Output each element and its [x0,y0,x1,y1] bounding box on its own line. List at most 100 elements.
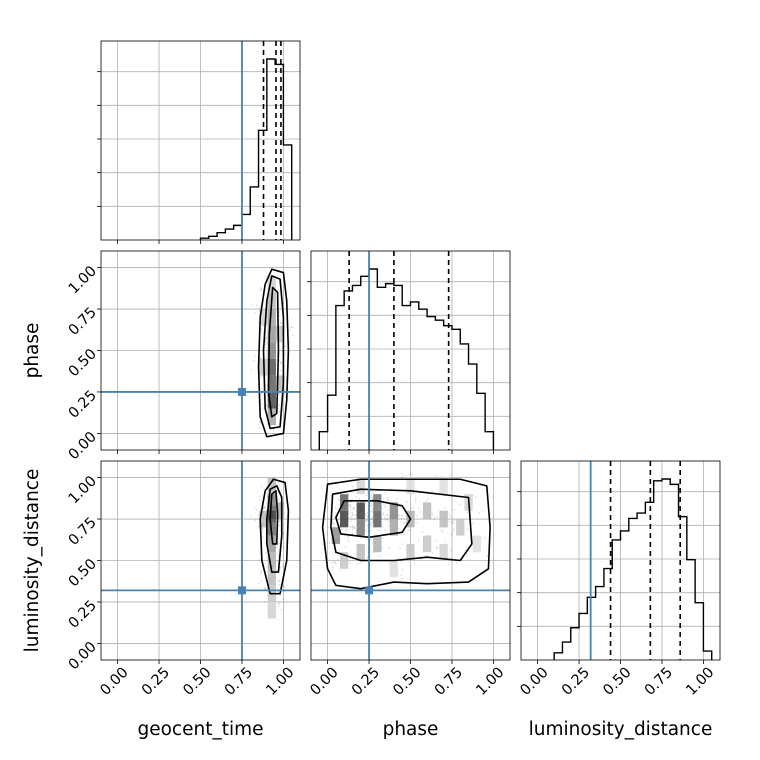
sample-point [401,515,404,518]
sample-point [249,515,252,518]
marginal-panel-geocent_time [101,41,300,240]
sample-point [347,535,350,538]
density-cell [439,510,448,528]
sample-point [467,528,469,531]
sample-point [290,326,293,329]
density-cell [267,601,276,619]
sample-point [435,539,438,542]
sample-point [265,338,267,341]
sample-point [453,519,455,521]
density-cell [356,502,365,520]
sample-point [277,544,280,547]
sample-point [351,526,354,528]
sample-point [431,514,434,517]
sample-point [330,561,333,564]
sample-point [272,428,275,431]
y-tick-label: 0.75 [66,305,100,339]
sample-point [291,334,294,337]
density-cell [340,510,349,528]
sample-point [279,321,282,324]
sample-point [351,485,354,488]
sample-point [347,536,350,539]
x-tick-label: 0.25 [349,665,383,699]
x-tick-label: 0.50 [390,665,424,699]
sample-point [383,516,386,519]
sample-point [385,531,388,534]
sample-point [278,524,281,527]
sample-point [257,525,260,528]
sample-point [385,513,388,516]
sample-point [250,368,253,371]
sample-point [355,496,357,499]
sample-point [351,532,354,535]
density-cell [267,535,276,553]
sample-point [465,546,467,549]
sample-point [258,495,261,498]
sample-point [355,514,357,517]
sample-point [365,530,367,532]
x-tick-label: 0.50 [600,665,634,699]
sample-point [265,404,268,407]
contour-outer [257,268,290,438]
sample-point [262,536,264,539]
sample-point [285,515,288,517]
contour-middle [266,485,283,573]
sample-point [444,540,447,542]
sample-point [283,393,286,396]
sample-point [265,341,268,344]
sample-point [418,539,420,542]
sample-point [458,503,461,506]
sample-point [400,517,403,520]
sample-point [328,541,331,544]
density-cell [267,477,276,495]
density-cell [267,325,276,343]
sample-point [353,507,356,510]
sample-point [254,355,257,358]
sample-point [351,513,354,516]
sample-point [397,533,400,536]
contour-inner [269,490,279,545]
sample-point [260,580,263,583]
sample-point [259,344,262,347]
density-cell [340,552,349,569]
sample-point [383,503,386,506]
contour-middle [330,488,473,562]
sample-point [277,602,280,604]
x-tick-label: 1.00 [473,665,507,699]
sample-point [284,345,287,348]
sample-point [279,322,282,325]
sample-point [407,529,410,531]
sample-point [486,555,489,558]
sample-point [282,585,285,588]
contour-inner [267,286,280,418]
sample-point [366,557,369,560]
histogram-step-luminosity_distance [553,478,713,660]
sample-point [278,404,281,406]
sample-point [263,505,266,508]
sample-point [278,605,280,608]
sample-point [399,547,402,550]
sample-point [370,504,373,507]
sample-point [350,515,353,518]
sample-point [348,505,351,508]
sample-point [435,515,438,518]
sample-point [264,587,266,590]
sample-point [365,519,368,521]
sample-point [353,526,356,529]
sample-point [265,336,267,339]
y-tick-label: 0.25 [66,388,100,422]
sample-point [263,601,266,603]
sample-point [258,498,261,501]
histogram-step-phase [318,268,495,450]
sample-point [425,500,428,503]
sample-point [284,403,286,405]
x-axis-label-phase: phase [383,719,439,740]
sample-point [421,531,424,533]
x-tick-label: 0.00 [308,665,342,699]
sample-point [326,534,329,536]
sample-point [282,531,285,534]
sample-point [283,388,286,391]
sample-point [471,522,474,525]
sample-point [277,491,279,494]
density-cell [456,519,465,536]
